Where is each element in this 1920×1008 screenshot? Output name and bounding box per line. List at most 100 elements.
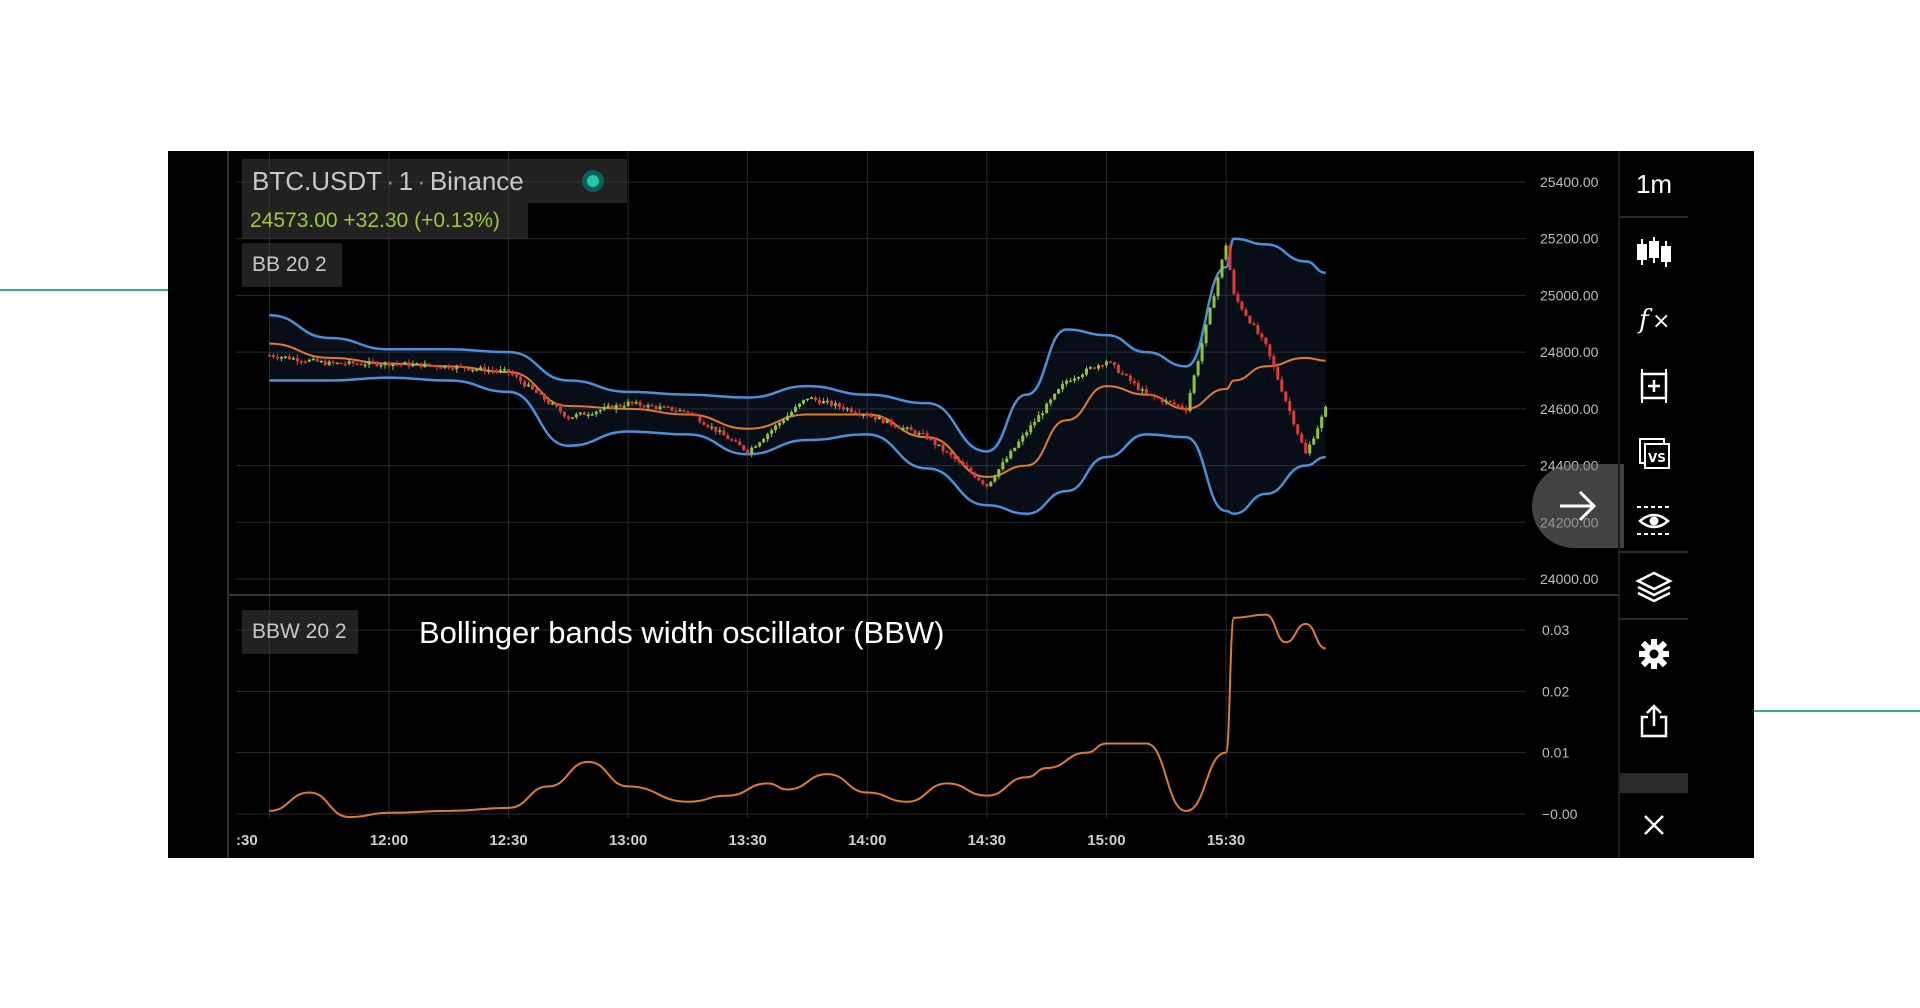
candle-body [778, 422, 782, 426]
candle-body [1128, 375, 1132, 382]
share-button[interactable] [1620, 687, 1688, 754]
candle-body [1025, 432, 1029, 436]
compare-button[interactable]: VS [1620, 419, 1688, 486]
candle-body [1280, 379, 1284, 392]
candle-body [1164, 400, 1168, 403]
visibility-button[interactable] [1620, 486, 1688, 553]
candle-body [1156, 397, 1160, 399]
candle-body [658, 406, 662, 409]
candle-body [1081, 374, 1085, 378]
candle-body [415, 363, 419, 365]
candle-body [949, 451, 953, 456]
scroll-to-latest-button[interactable] [1532, 464, 1624, 548]
candle-body [702, 422, 706, 425]
candle-body [570, 417, 574, 419]
candle-body [1100, 365, 1104, 367]
candle-body [1132, 381, 1136, 384]
candle-body [1013, 447, 1017, 452]
candle-body [267, 354, 271, 357]
candle-body [1208, 307, 1212, 325]
candle-body [578, 412, 582, 415]
candle-body [893, 424, 897, 428]
candle-body [407, 362, 411, 367]
candle-body [411, 363, 415, 367]
candle-body [762, 439, 766, 443]
candle-body [798, 403, 802, 407]
candle-body [1292, 411, 1296, 425]
candle-body [1049, 399, 1053, 404]
candle-body [1296, 424, 1300, 434]
y-axis-label: 25200.00 [1540, 231, 1599, 247]
indicators-button[interactable]: f × [1620, 285, 1688, 352]
candle-body [530, 384, 534, 390]
chart-canvas[interactable]: 25400.00 25200.00 25000.00 24800.00 24600.00… [168, 151, 1754, 858]
candle-body [1172, 402, 1176, 405]
candle-body [347, 361, 351, 364]
svg-text:×: × [1652, 309, 1670, 334]
chart-type-button[interactable] [1620, 218, 1688, 285]
candle-body [1096, 365, 1100, 369]
candle-body [841, 407, 845, 410]
bbw-indicator-label[interactable]: BBW 20 2 [242, 610, 358, 654]
candle-body [287, 356, 291, 360]
candle-body [1220, 259, 1224, 278]
candle-body [909, 427, 913, 431]
candle-body [1053, 393, 1057, 400]
candle-body [821, 401, 825, 404]
compare-icon: VS [1639, 437, 1670, 469]
settings-button[interactable] [1620, 620, 1688, 687]
candle-body [574, 414, 578, 418]
candle-body [375, 362, 379, 366]
close-button[interactable] [1620, 791, 1688, 858]
candle-body [1236, 294, 1240, 302]
candle-body [1065, 380, 1069, 384]
layers-button[interactable] [1620, 553, 1688, 620]
candle-body [853, 412, 857, 414]
candle-body [817, 399, 821, 404]
candle-body [837, 403, 841, 408]
y-axis-label: 25000.00 [1540, 287, 1599, 303]
symbol-name: BTC.USDT [252, 166, 382, 196]
add-drawing-button[interactable] [1620, 352, 1688, 419]
exchange-name: Binance [429, 166, 524, 196]
candle-body [1324, 406, 1328, 417]
interval-button[interactable]: 1m [1620, 151, 1688, 218]
candle-body [523, 381, 527, 387]
candle-body [869, 415, 873, 418]
toolbar-scroll-handle[interactable] [1620, 773, 1688, 793]
candle-body [590, 414, 594, 416]
candle-body [363, 364, 367, 367]
candle-body [1224, 245, 1228, 260]
symbol-header[interactable]: BTC.USDT · 1 · Binance [242, 159, 627, 203]
candle-body [666, 406, 670, 408]
bb-indicator-label[interactable]: BB 20 2 [242, 243, 342, 287]
candle-body [1316, 428, 1320, 439]
x-axis-label: 15:30 [1207, 832, 1245, 849]
candle-body [861, 414, 865, 417]
candle-body [809, 397, 813, 400]
candle-body [929, 438, 933, 441]
candle-body [1228, 245, 1232, 270]
candle-body [1021, 435, 1025, 442]
candle-body [981, 480, 985, 484]
candle-body [877, 417, 881, 420]
candle-body [618, 404, 622, 407]
candle-body [1264, 337, 1268, 345]
candle-body [606, 405, 610, 408]
candle-body [1033, 421, 1037, 426]
candle-body [873, 416, 877, 420]
candle-body [1160, 398, 1164, 403]
candle-body [977, 477, 981, 481]
candle-body [1300, 433, 1304, 443]
candle-body [634, 401, 638, 404]
candle-body [542, 393, 546, 400]
candle-body [395, 363, 399, 366]
candle-body [889, 419, 893, 425]
candle-body [738, 441, 742, 446]
candle-body [1256, 324, 1260, 334]
toolbar-divider [1618, 151, 1620, 858]
candle-body [610, 405, 614, 410]
candle-body [331, 361, 335, 364]
candle-body [519, 376, 523, 382]
candle-body [463, 366, 467, 369]
